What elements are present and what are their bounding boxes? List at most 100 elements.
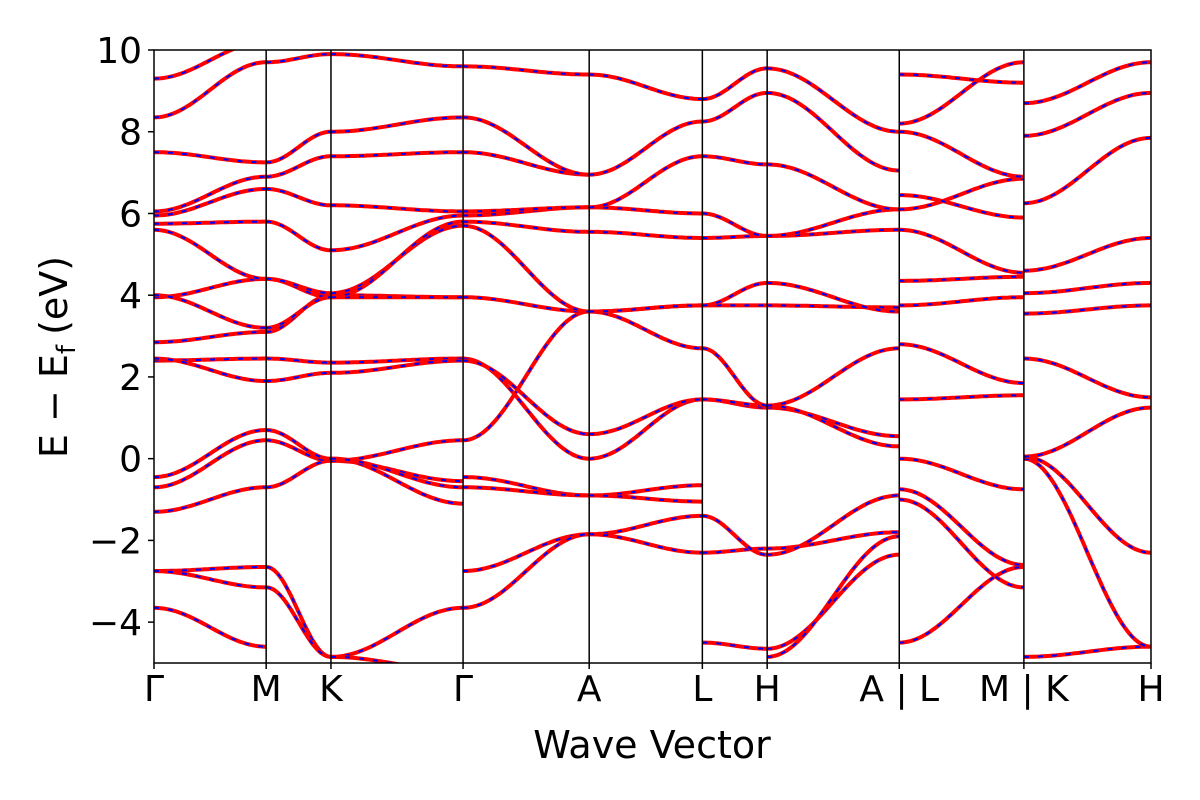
band-overlay-seg0-b3: [154, 486, 267, 513]
x-tick-label-1: M: [251, 669, 282, 710]
band-line-seg7-b3: [899, 456, 1024, 492]
band-line-seg5-b2: [702, 513, 768, 557]
band-overlay-seg7-b11: [899, 130, 1024, 178]
band-overlay-seg1-b6: [266, 371, 332, 382]
band-overlay-seg5-b11: [702, 91, 768, 123]
band-overlay-seg6-b4: [767, 406, 900, 438]
y-axis-ticks: −4 −2 0 2 4 6 8 10: [89, 31, 154, 644]
band-line-seg3-b9: [463, 219, 590, 234]
band-overlay-seg4-b8: [589, 304, 703, 313]
band-overlay-seg2-b12: [331, 214, 464, 252]
band-line-seg7-b11: [899, 129, 1024, 179]
band-overlay-seg5-b5: [702, 347, 768, 407]
band-overlay-seg0-b13: [154, 187, 267, 217]
y-tick-label-7: 10: [96, 31, 142, 72]
band-overlay-seg4-b6: [589, 310, 703, 350]
band-line-seg1-b9: [266, 295, 332, 330]
band-line-seg3-b3: [463, 485, 590, 498]
band-line-seg1-b2: [266, 458, 332, 490]
band-line-seg6-b2: [767, 530, 900, 551]
band-line-seg1-b11: [266, 219, 331, 253]
y-tick-label-5: 6: [119, 194, 142, 235]
band-line-seg2-b7: [331, 358, 464, 375]
band-line-seg5-b7: [702, 280, 768, 308]
band-overlay-seg4-b9: [589, 230, 703, 239]
band-overlay-seg5-b0: [702, 641, 768, 650]
band-line-seg2-b12: [331, 213, 464, 253]
band-line-seg1-b4: [266, 428, 332, 461]
band-overlay-seg4-b1: [589, 533, 703, 554]
band-line-seg6-b1: [767, 534, 900, 659]
band-line-seg8-b6: [1023, 280, 1151, 296]
band-line-seg1-b12: [266, 186, 331, 208]
band-overlay-seg5-b7: [702, 281, 768, 307]
band-overlay-seg6-b8: [767, 281, 900, 313]
band-line-seg8-b5: [1023, 303, 1151, 316]
band-line-seg8-b1: [1023, 456, 1151, 649]
band-line-seg1-b1: [266, 585, 332, 659]
band-overlay-seg1-b13: [266, 155, 331, 178]
band-overlay-seg1-b11: [266, 220, 331, 252]
band-overlay-seg4-b0: [589, 514, 703, 536]
band-overlay-seg3-b1: [463, 533, 590, 609]
band-line-seg6-b12: [767, 90, 900, 173]
band-line-seg7-b10: [899, 193, 1024, 220]
band-overlay-seg7-b2: [899, 488, 1024, 566]
band-line-seg2-b6: [331, 356, 464, 365]
band-overlay-seg8-b4: [1023, 357, 1151, 399]
band-line-seg6-b4: [767, 405, 900, 439]
band-line-seg6-b5: [767, 403, 900, 449]
band-overlay-seg5-b9: [702, 212, 768, 237]
band-overlay-seg0-b2: [154, 570, 267, 589]
band-line-seg3-b7: [463, 295, 590, 314]
band-line-seg8-b3: [1023, 405, 1151, 459]
band-overlay-seg2-b3: [331, 457, 464, 505]
x-tick-label-7: A | L: [859, 669, 939, 710]
band-line-seg0-b4: [154, 438, 267, 490]
band-line-seg2-b16: [331, 52, 464, 69]
band-overlay-seg4-b10: [589, 206, 703, 215]
band-overlay-seg5-b4: [702, 398, 768, 407]
band-line-seg7-b4: [899, 393, 1024, 402]
band-overlay-seg1-b0: [266, 566, 332, 658]
band-overlay-seg1-b5: [266, 357, 331, 364]
band-overlay-seg5-b10: [702, 155, 768, 166]
band-overlay-seg6-b10: [767, 208, 900, 237]
band-line-seg0-b5: [154, 428, 267, 480]
band-overlay-seg7-b0: [899, 566, 1024, 644]
band-line-seg4-b4: [589, 397, 703, 461]
band-overlay-seg7-b12: [899, 61, 1024, 125]
x-tick-label-9: H: [1137, 669, 1164, 710]
band-overlay-seg4-b5: [589, 398, 703, 436]
y-tick-label-3: 2: [119, 358, 142, 399]
band-line-seg2-b4: [331, 438, 464, 463]
band-line-seg6-b7: [767, 303, 900, 310]
band-overlay-seg1-b8: [266, 277, 331, 299]
x-tick-label-4: A: [577, 669, 602, 710]
band-line-seg3-b12: [463, 150, 590, 177]
band-overlay-seg1-b4: [266, 429, 332, 460]
band-overlay-seg6-b6: [767, 347, 900, 407]
band-line-seg0-b11: [154, 227, 267, 281]
band-line-seg7-b6: [899, 295, 1024, 308]
band-overlay-seg1-b1: [266, 586, 332, 658]
band-line-seg3-b8: [462, 223, 590, 314]
band-overlay-seg2-b0: [330, 606, 464, 658]
band-line-seg3-b4: [462, 309, 590, 443]
band-line-seg2-b11: [330, 219, 464, 300]
y-axis-title-subscript: f: [52, 344, 82, 354]
band-line-seg3-b0: [463, 532, 590, 573]
band-line-seg5-b12: [702, 66, 768, 101]
band-line-seg7-b7: [899, 274, 1024, 283]
band-line-seg4-b12: [589, 119, 703, 177]
band-overlay-seg0-b17: [154, 50, 234, 80]
band-overlay-seg5-b8: [702, 234, 768, 239]
band-line-seg1-b14: [266, 129, 332, 165]
x-tick-label-2: K: [319, 669, 344, 710]
band-line-seg1-b10: [266, 276, 332, 296]
x-tick-label-6: H: [754, 669, 781, 710]
band-overlay-seg0-b8: [154, 331, 267, 344]
high-symmetry-lines: [265, 50, 1025, 663]
band-line-seg8-b0: [1023, 644, 1151, 659]
